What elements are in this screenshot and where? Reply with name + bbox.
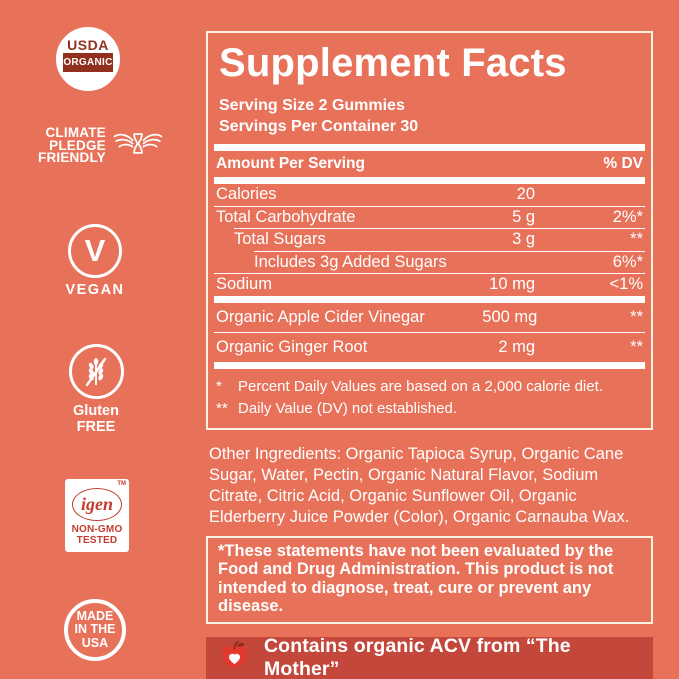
nutrient-row-added-sugars: Includes 3g Added Sugars 6%*: [254, 252, 643, 271]
nutrient-row-calories: Calories 20: [216, 185, 535, 204]
row-divider: [214, 205, 645, 207]
thick-divider: [214, 295, 645, 303]
igen-trademark: TM: [117, 481, 126, 487]
fda-disclaimer-text: *These statements have not been evaluate…: [218, 541, 614, 616]
row-divider: [234, 228, 645, 229]
row-divider: [214, 273, 645, 274]
nutrient-row-total-carbohydrate: Total Carbohydrate 5 g 2%*: [216, 207, 643, 226]
ingredient-row-ginger: Organic Ginger Root 2 mg **: [216, 337, 643, 356]
usa-line-1: MADE: [76, 608, 114, 623]
usda-text: USDA: [67, 37, 109, 53]
made-in-usa-badge: MADE IN THE USA: [64, 599, 126, 661]
panel-title: Supplement Facts: [219, 41, 567, 85]
climate-line-3: FRIENDLY: [38, 150, 106, 165]
gluten-line-2: FREE: [76, 418, 116, 435]
igen-non-gmo-badge: TM igen NON-GMO TESTED: [65, 479, 129, 552]
igen-wordmark: igen: [80, 494, 113, 514]
igen-oval-logo: igen: [72, 488, 122, 521]
usa-line-3: USA: [81, 635, 109, 650]
gluten-free-badge: Gluten FREE: [66, 344, 126, 435]
footnote-daily-values: * Percent Daily Values are based on a 2,…: [216, 377, 603, 395]
vegan-badge: V VEGAN: [65, 224, 125, 298]
apple-heart-icon: [219, 639, 250, 678]
banner-text: Contains organic ACV from “The Mother”: [264, 635, 571, 679]
percent-dv-header: % DV: [603, 155, 643, 172]
vegan-label: VEGAN: [65, 282, 125, 298]
vegan-letter: V: [84, 233, 106, 268]
igen-non-gmo-text: NON-GMO: [71, 524, 123, 535]
row-divider: [254, 250, 645, 252]
igen-tested-text: TESTED: [76, 535, 118, 546]
thick-divider: [214, 144, 645, 151]
nutrient-row-total-sugars: Total Sugars 3 g **: [234, 230, 643, 249]
servings-per-container: Servings Per Container 30: [219, 117, 419, 135]
supplement-facts-panel: Supplement Facts Serving Size 2 Gummies …: [206, 31, 653, 430]
usa-line-2: IN THE: [74, 622, 116, 637]
thick-divider: [214, 361, 645, 369]
vegan-circle-icon: V: [68, 224, 122, 278]
footnote-dv-not-established: ** Daily Value (DV) not established.: [216, 399, 457, 417]
usda-organic-badge: USDA ORGANIC: [56, 27, 120, 91]
row-divider: [214, 331, 645, 333]
fda-disclaimer-box: *These statements have not been evaluate…: [206, 535, 653, 624]
climate-line-2: PLEDGE: [49, 137, 106, 153]
thick-divider: [214, 177, 645, 184]
winged-hourglass-icon: [113, 130, 163, 162]
column-header-row: Amount Per Serving % DV: [214, 151, 645, 177]
usda-organic-text: ORGANIC: [63, 57, 113, 69]
no-wheat-icon: [68, 344, 124, 399]
amount-per-serving-header: Amount Per Serving: [216, 155, 365, 172]
mother-banner: Contains organic ACV from “The Mother”: [206, 635, 653, 679]
nutrient-row-sodium: Sodium 10 mg <1%: [216, 275, 643, 294]
climate-pledge-friendly-badge: CLIMATE PLEDGE FRIENDLY: [38, 125, 163, 165]
other-ingredients-text: Other Ingredients: Organic Tapioca Syrup…: [209, 444, 630, 526]
gluten-line-1: Gluten: [73, 403, 119, 419]
label-content: Supplement Facts Serving Size 2 Gummies …: [206, 31, 653, 679]
climate-line-1: CLIMATE: [45, 125, 106, 140]
serving-size: Serving Size 2 Gummies: [219, 97, 405, 114]
ingredient-row-acv: Organic Apple Cider Vinegar 500 mg **: [216, 307, 643, 326]
